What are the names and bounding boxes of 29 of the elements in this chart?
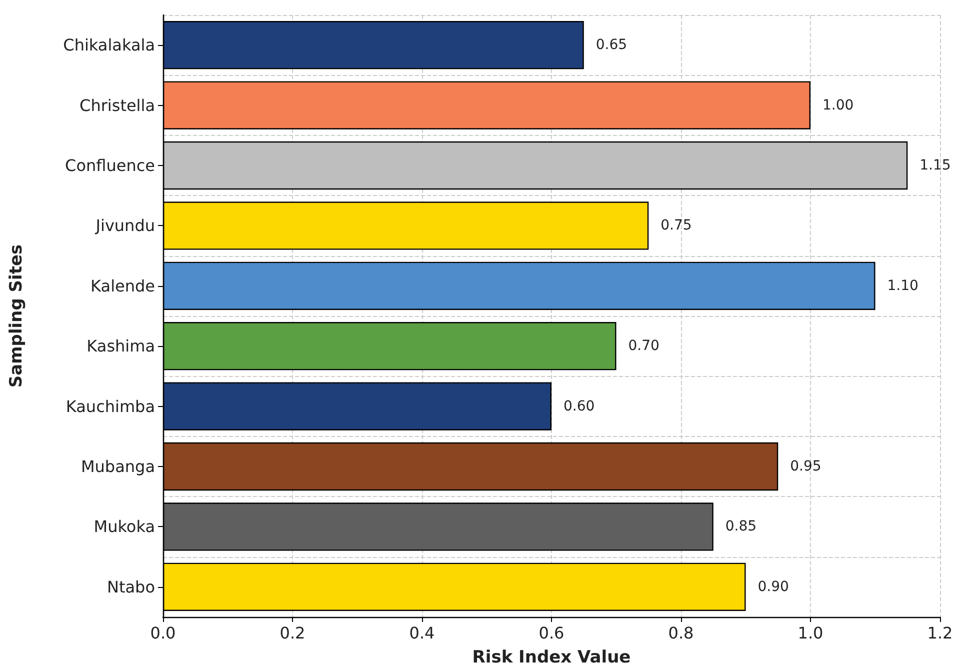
y-tick-label: Christella — [80, 96, 155, 115]
data-label: 0.90 — [758, 578, 789, 595]
y-tick-label: Kashima — [86, 336, 155, 356]
data-label: 0.70 — [628, 338, 660, 354]
data-label: 0.60 — [564, 398, 595, 414]
x-tick-label: 1.2 — [927, 624, 953, 642]
data-label: 1.10 — [887, 278, 918, 294]
data-label: 0.85 — [725, 518, 757, 535]
data-label: 1.15 — [920, 158, 951, 174]
data-label: 1.00 — [822, 97, 854, 114]
y-tick-label: Jivundu — [94, 216, 155, 236]
x-tick-label: 0.0 — [150, 624, 176, 642]
y-tick-label: Ntabo — [107, 577, 155, 596]
x-tick-label: 0.8 — [668, 624, 694, 642]
x-tick-label: 0.2 — [280, 624, 306, 642]
y-tick-label: Mubanga — [80, 457, 155, 476]
data-label: 0.65 — [596, 37, 628, 54]
y-axis-title: Sampling Sites — [6, 244, 26, 388]
x-tick-label: 1.0 — [798, 624, 824, 642]
y-tick-label: Kalende — [90, 276, 155, 296]
x-tick-label: 0.6 — [538, 624, 564, 642]
x-axis-title: Risk Index Value — [472, 648, 631, 668]
y-tick-label: Confluence — [65, 156, 155, 175]
y-tick-label: Kauchimba — [66, 396, 155, 416]
data-label: 0.75 — [660, 218, 692, 234]
y-tick-label: Chikalakala — [63, 36, 155, 55]
data-label: 0.95 — [790, 458, 822, 474]
y-tick-label: Mukoka — [94, 517, 155, 536]
x-tick-label: 0.4 — [409, 624, 435, 642]
